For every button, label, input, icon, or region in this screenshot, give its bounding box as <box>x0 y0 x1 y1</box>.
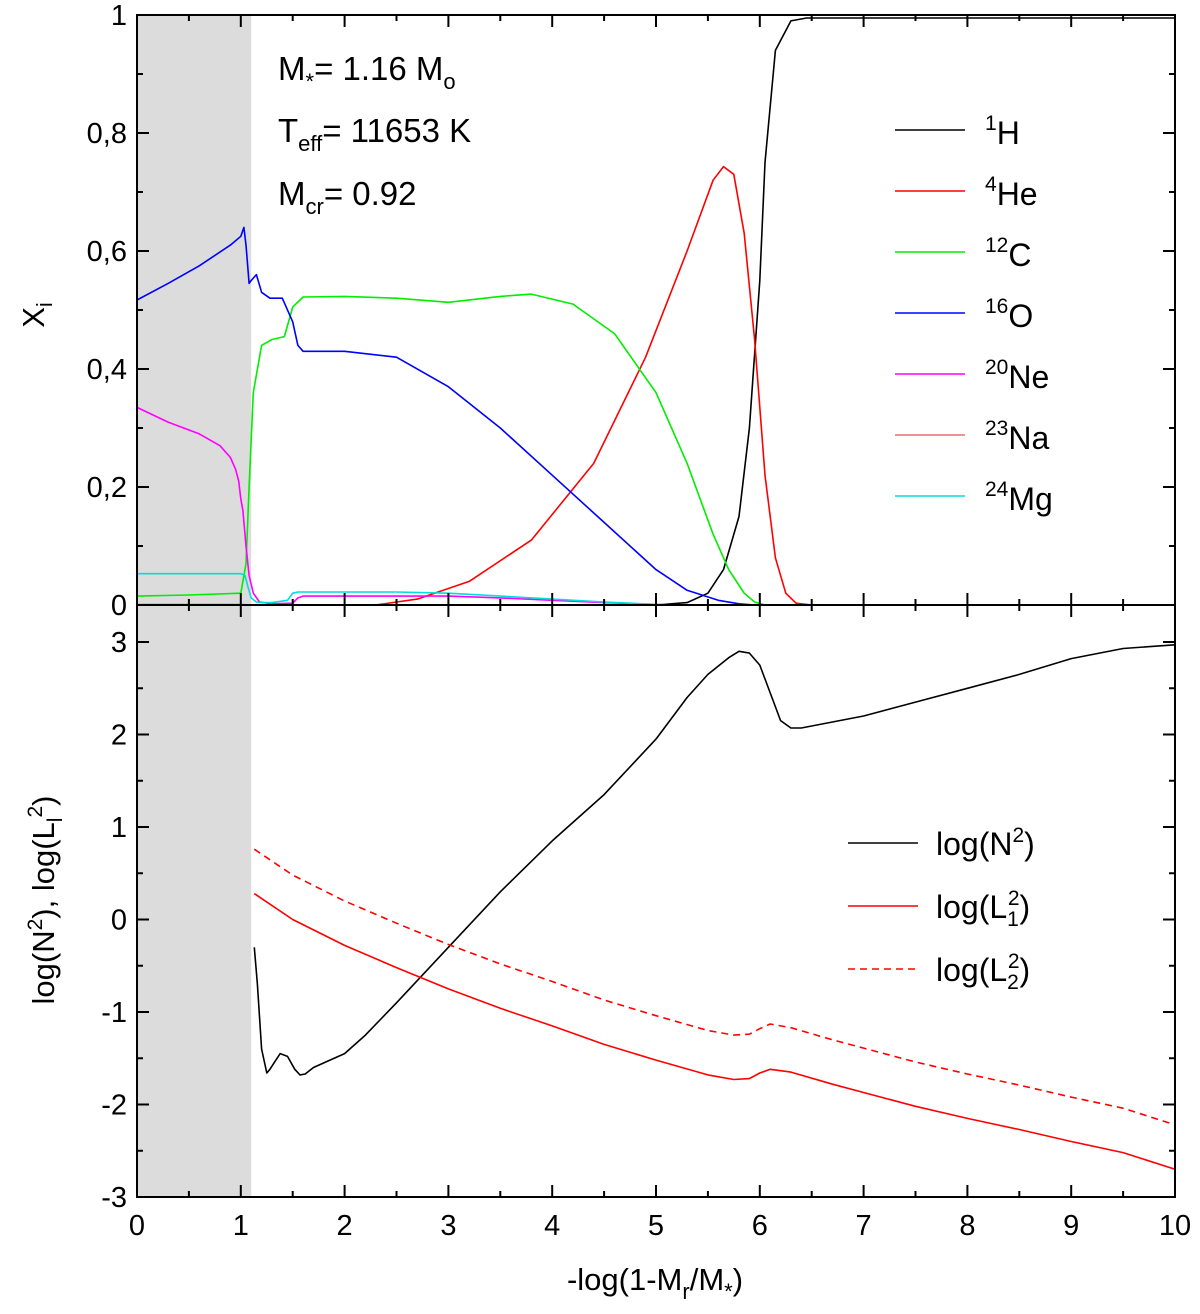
x-tick-label: 1 <box>233 1210 249 1242</box>
bottom-y-axis-title: log(N2), log(Ll2) <box>24 796 67 1005</box>
series-line-log-l <box>253 848 1176 1126</box>
top-y-tick-label: 0,6 <box>87 236 127 268</box>
legend-label-20ne: 20Ne <box>985 356 1049 395</box>
annotation-stellar-mass: M*= 1.16 Mo <box>278 50 456 94</box>
bottom-panel-lines <box>253 644 1176 1171</box>
x-axis-title: -log(1-Mr/M*) <box>567 1262 743 1304</box>
x-tick-label: 0 <box>129 1210 145 1242</box>
x-tick-label: 2 <box>337 1210 353 1242</box>
bottom-y-tick-label: -2 <box>101 1090 127 1122</box>
top-y-tick-label: 0,8 <box>87 118 127 150</box>
bottom-y-tick-label: 0 <box>111 905 127 937</box>
bottom-y-tick-label: 2 <box>111 720 127 752</box>
top-y-tick-label: 0 <box>111 590 127 622</box>
legend-label-12c: 12C <box>985 234 1031 273</box>
x-tick-label: 6 <box>752 1210 768 1242</box>
x-tick-label: 7 <box>856 1210 872 1242</box>
series-line-1h <box>137 17 1175 606</box>
x-tick-label: 4 <box>544 1210 560 1242</box>
legend-label-log-l: log(L22) <box>936 950 1030 994</box>
x-tick-label: 9 <box>1063 1210 1079 1242</box>
legend-label-1h: 1H <box>985 112 1020 151</box>
bottom-y-tick-label: 3 <box>111 627 127 659</box>
bottom-y-tick-label: -3 <box>101 1182 127 1214</box>
x-tick-label: 3 <box>440 1210 456 1242</box>
legend-label-log-l: log(L12) <box>936 887 1030 931</box>
top-y-tick-label: 1 <box>111 0 127 32</box>
top-y-axis-title: Xi <box>16 302 57 328</box>
axis-ticks: 0 1 2 3 4 5 6 7 8 9 10 0 0,2 0,4 0,6 0,8 1 -3 -2 -1 0 1 2 3 <box>87 0 1191 1242</box>
top-y-tick-label: 0,4 <box>87 354 127 386</box>
series-line-24mg <box>137 572 1175 606</box>
annotation-crystallized-mass: Mcr= 0.92 <box>278 175 417 219</box>
legend-label-log-n: log(N2) <box>936 824 1035 862</box>
x-tick-label: 5 <box>648 1210 664 1242</box>
top-y-tick-label: 0,2 <box>87 472 127 504</box>
x-tick-label: 8 <box>959 1210 975 1242</box>
bottom-y-tick-label: 1 <box>111 812 127 844</box>
bottom-y-tick-label: -1 <box>101 997 127 1029</box>
legend-label-23na: 23Na <box>985 417 1049 456</box>
legend-label-24mg: 24Mg <box>985 478 1053 517</box>
series-line-4he <box>137 165 1175 606</box>
shaded-core-region-top <box>137 15 252 605</box>
series-line-log-n <box>253 644 1176 1076</box>
shaded-core-region-bottom <box>137 605 252 1197</box>
x-tick-label: 10 <box>1159 1210 1191 1242</box>
series-line-16o <box>136 226 1175 606</box>
series-line-log-l <box>253 892 1176 1171</box>
legend-label-4he: 4He <box>985 173 1038 212</box>
series-line-12c <box>136 293 1175 606</box>
top-legend: 1H 4He 12C 16O 20Ne 23Na 24Mg <box>895 112 1053 517</box>
annotation-effective-temperature: Teff= 11653 K <box>278 112 471 156</box>
legend-label-16o: 16O <box>985 295 1033 334</box>
bottom-legend: log(N2) log(L12) log(L22) <box>848 824 1035 994</box>
